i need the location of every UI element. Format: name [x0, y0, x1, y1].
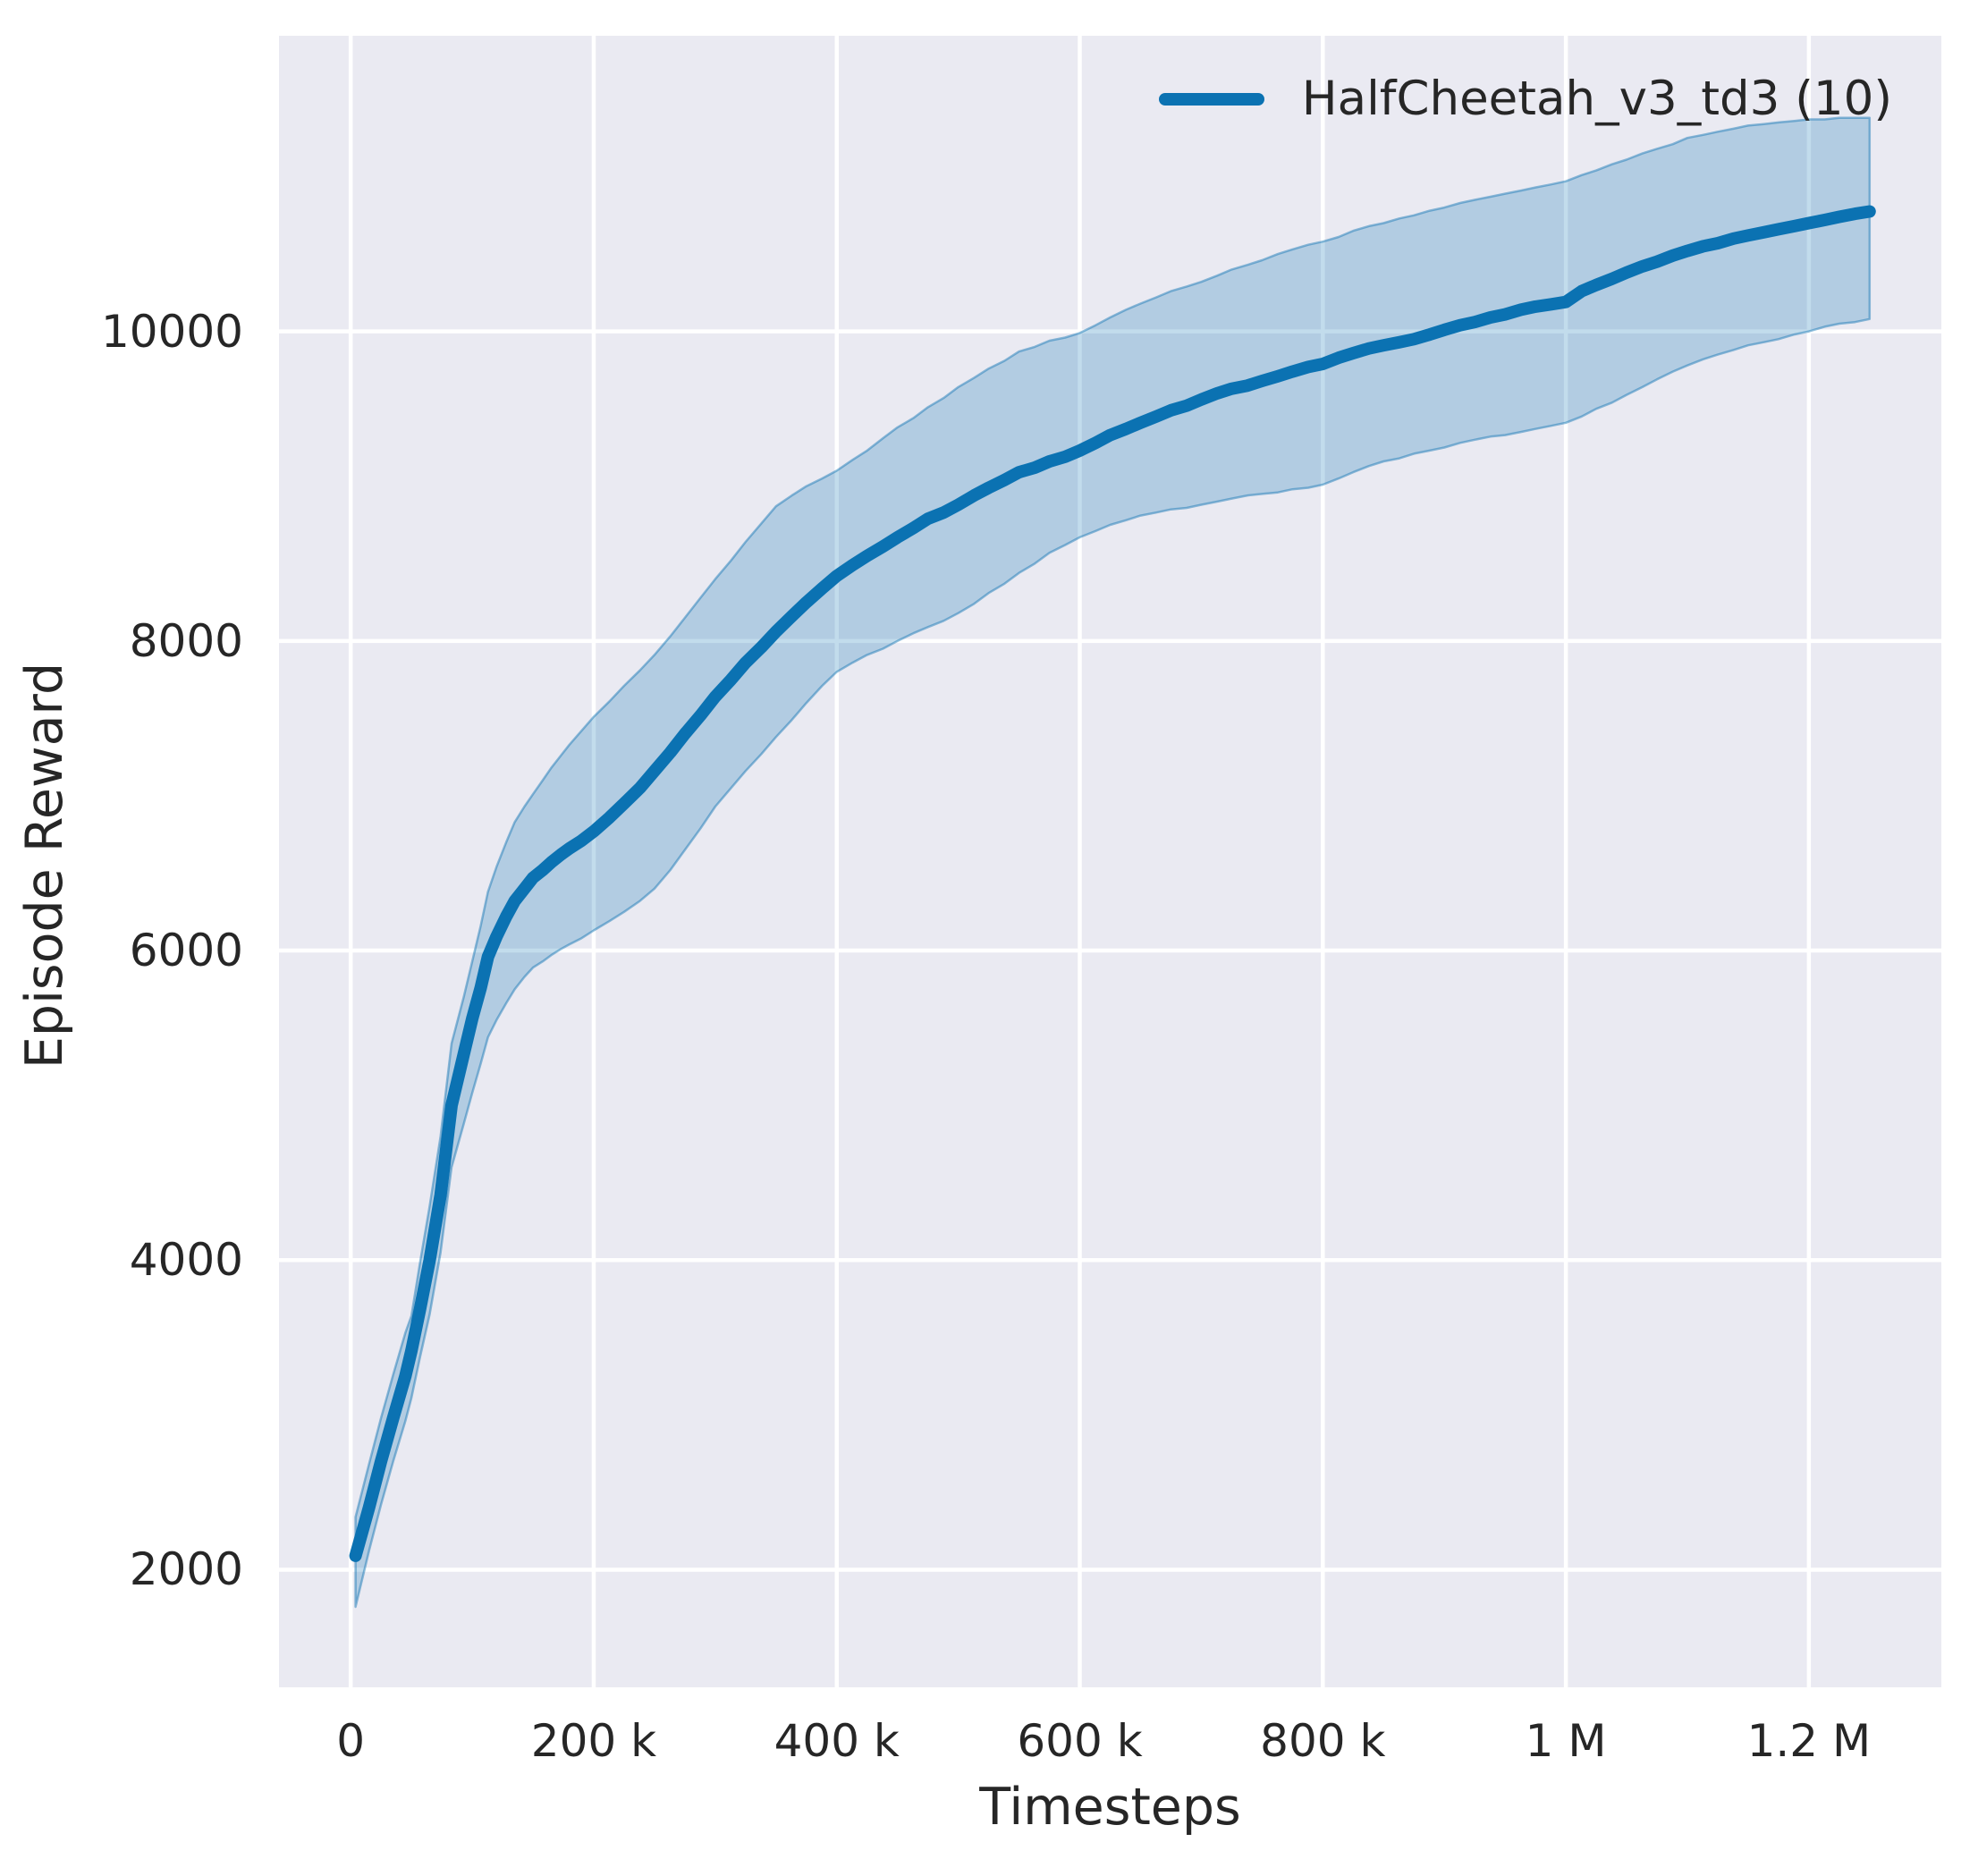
y-tick-label: 4000 [129, 1234, 243, 1287]
mean-line [349, 205, 1876, 1562]
x-tick-label: 1 M [1525, 1715, 1607, 1767]
y-tick-label: 8000 [129, 614, 243, 667]
x-tick-label: 800 k [1260, 1715, 1386, 1767]
x-tick-label: 200 k [530, 1715, 657, 1767]
y-tick-label: 6000 [129, 925, 243, 977]
legend-label: HalfCheetah_v3_td3 (10) [1301, 72, 1892, 126]
y-axis-label: Episode Reward [15, 662, 74, 1069]
y-tick-label: 10000 [100, 305, 243, 358]
x-axis-label: Timesteps [979, 1778, 1241, 1837]
legend: HalfCheetah_v3_td3 (10) [1158, 72, 1892, 126]
legend-line-swatch [1158, 92, 1264, 106]
x-tick-label: 0 [336, 1715, 366, 1767]
y-tick-label: 2000 [129, 1543, 243, 1596]
x-tick-label: 400 k [773, 1715, 900, 1767]
x-tick-label: 1.2 M [1746, 1715, 1872, 1767]
confidence-band [354, 116, 1872, 1609]
x-tick-label: 600 k [1017, 1715, 1143, 1767]
